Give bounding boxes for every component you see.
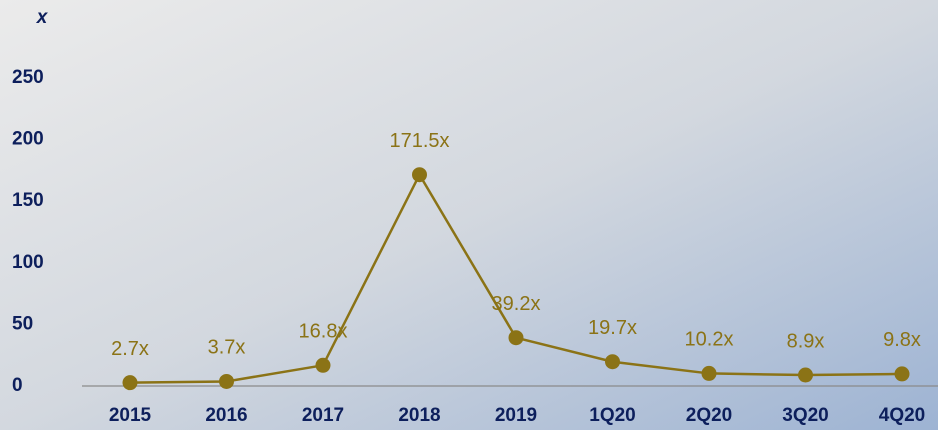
point: [315, 357, 331, 373]
y-tick-label: 150: [12, 190, 44, 211]
data-label: 10.2x: [685, 329, 734, 351]
point: [508, 330, 524, 346]
point: [219, 373, 234, 389]
data-label: 8.9x: [787, 330, 825, 352]
point: [798, 367, 813, 383]
x-tick-label: 3Q20: [782, 405, 828, 426]
y-tick-label: 100: [12, 252, 44, 273]
data-label: 39.2x: [492, 293, 541, 315]
point: [412, 167, 427, 183]
data-label: 171.5x: [389, 130, 449, 152]
y-tick-label: 0: [12, 375, 23, 396]
data-label: 3.7x: [208, 337, 246, 359]
x-tick-label: 1Q20: [589, 405, 635, 426]
x-tick-label: 2019: [495, 405, 537, 426]
x-tick-label: 2016: [205, 405, 247, 426]
data-label: 19.7x: [588, 317, 637, 339]
data-label: 16.8x: [299, 321, 348, 343]
y-axis-label: x: [36, 7, 49, 28]
x-tick-label: 2018: [398, 405, 440, 426]
x-tick-label: 2017: [302, 405, 344, 426]
data-label: 9.8x: [883, 329, 921, 351]
point: [605, 354, 620, 370]
y-tick-label: 200: [12, 129, 44, 150]
x-tick-label: 2015: [109, 405, 152, 426]
point: [122, 375, 138, 391]
data-label: 2.7x: [111, 338, 149, 360]
x-tick-label: 2Q20: [686, 405, 732, 426]
y-tick-label: 250: [12, 67, 44, 88]
point: [894, 366, 910, 382]
point: [701, 365, 717, 381]
x-tick-label: 4Q20: [879, 405, 925, 426]
y-tick-label: 50: [12, 313, 33, 334]
